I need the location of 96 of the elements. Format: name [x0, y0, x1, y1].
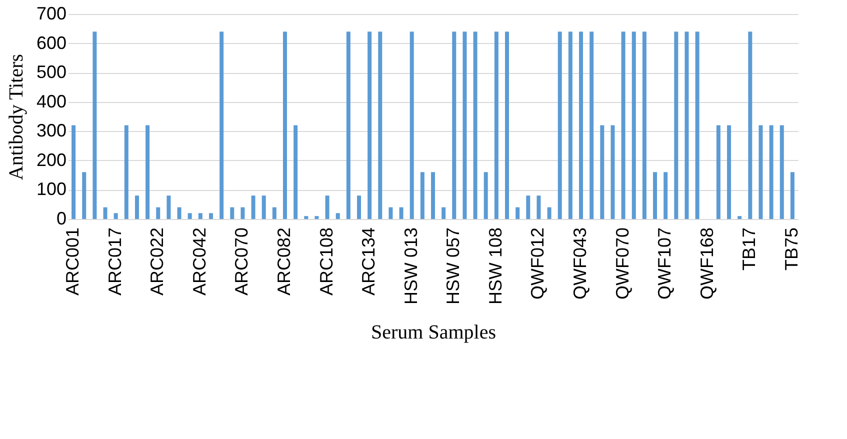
- bar: [262, 196, 266, 219]
- bar: [758, 125, 763, 219]
- y-axis-title: Antibody Titers: [5, 54, 28, 180]
- bar: [410, 32, 414, 219]
- x-tick-label: QWF168: [696, 228, 717, 300]
- bar: [632, 32, 636, 219]
- bar: [240, 207, 245, 219]
- bar: [325, 196, 330, 219]
- x-tick-label: QWF043: [570, 228, 590, 300]
- x-tick-label: ARC108: [316, 228, 336, 296]
- bar: [790, 172, 794, 219]
- bar: [124, 125, 128, 219]
- bar: [568, 32, 572, 219]
- bar: [716, 125, 720, 219]
- bar: [188, 213, 192, 219]
- bar: [103, 207, 108, 219]
- bar: [336, 213, 340, 219]
- x-tick-label: QWF070: [612, 228, 632, 300]
- y-tick-label: 600: [36, 32, 66, 53]
- bar: [473, 32, 478, 219]
- bar: [664, 172, 668, 219]
- bar: [294, 125, 298, 219]
- bar: [304, 216, 308, 219]
- bar: [356, 196, 361, 219]
- x-tick-label: HSW 013: [400, 228, 421, 305]
- bar: [282, 32, 287, 219]
- bar: [314, 216, 319, 219]
- y-tick-label: 100: [36, 179, 66, 200]
- bar: [494, 32, 498, 219]
- x-tick-label: HSW 057: [443, 228, 464, 305]
- bar: [769, 125, 774, 219]
- bar: [684, 32, 689, 219]
- bar: [442, 207, 446, 219]
- bar: [505, 32, 510, 219]
- x-tick-label: QWF107: [654, 228, 675, 300]
- bar: [72, 125, 76, 219]
- bar: [462, 32, 467, 219]
- bar: [590, 32, 594, 219]
- bar: [134, 196, 139, 219]
- y-tick-label: 300: [36, 120, 66, 141]
- bar: [653, 172, 658, 219]
- bar: [621, 32, 626, 219]
- bar: [378, 32, 382, 219]
- x-tick-label: ARC134: [358, 228, 379, 296]
- bar: [558, 32, 562, 219]
- x-tick-label: ARC082: [274, 228, 294, 296]
- bar: [536, 196, 541, 219]
- bar: [156, 207, 160, 219]
- bar: [642, 32, 646, 219]
- bar: [738, 216, 742, 219]
- bar: [82, 172, 86, 219]
- bar: [230, 207, 234, 219]
- bar: [600, 125, 604, 219]
- bar: [346, 32, 350, 219]
- bar: [272, 207, 276, 219]
- bar: [727, 125, 732, 219]
- bar: [198, 213, 202, 219]
- bar: [146, 125, 150, 219]
- bar: [166, 196, 171, 219]
- bar: [748, 32, 752, 219]
- bar: [516, 207, 520, 219]
- x-axis-title: Serum Samples: [371, 322, 496, 344]
- bar: [368, 32, 372, 219]
- y-tick-label: 500: [36, 62, 66, 82]
- bar: [420, 172, 424, 219]
- y-tick-label: 0: [56, 208, 66, 228]
- bar: [220, 32, 224, 219]
- x-tick-label: ARC070: [232, 228, 252, 296]
- y-tick-label: 400: [36, 91, 66, 112]
- bar: [114, 213, 118, 219]
- bar: [452, 32, 456, 219]
- bar: [484, 172, 488, 219]
- bar: [695, 32, 700, 219]
- bar: [431, 172, 435, 219]
- y-tick-label: 700: [36, 4, 66, 24]
- bar: [526, 196, 530, 219]
- bar: [547, 207, 552, 219]
- bar: [780, 125, 784, 219]
- bar: [399, 207, 404, 219]
- bar: [674, 32, 678, 219]
- x-tick-label: ARC042: [189, 228, 210, 296]
- bar: [208, 213, 213, 219]
- bar: [579, 32, 584, 219]
- x-tick-label: QWF012: [528, 228, 548, 300]
- x-tick-label: ARC001: [62, 228, 83, 296]
- x-tick-label: HSW 108: [485, 228, 506, 305]
- bar: [251, 196, 256, 219]
- y-tick-label: 200: [36, 150, 66, 170]
- bar: [610, 125, 615, 219]
- x-tick-label: ARC022: [147, 228, 168, 296]
- bar: [177, 207, 182, 219]
- bar: [388, 207, 393, 219]
- x-tick-label: TB75: [781, 228, 802, 271]
- x-tick-label: ARC017: [104, 228, 125, 296]
- bar: [92, 32, 97, 219]
- x-tick-label: TB17: [739, 228, 760, 271]
